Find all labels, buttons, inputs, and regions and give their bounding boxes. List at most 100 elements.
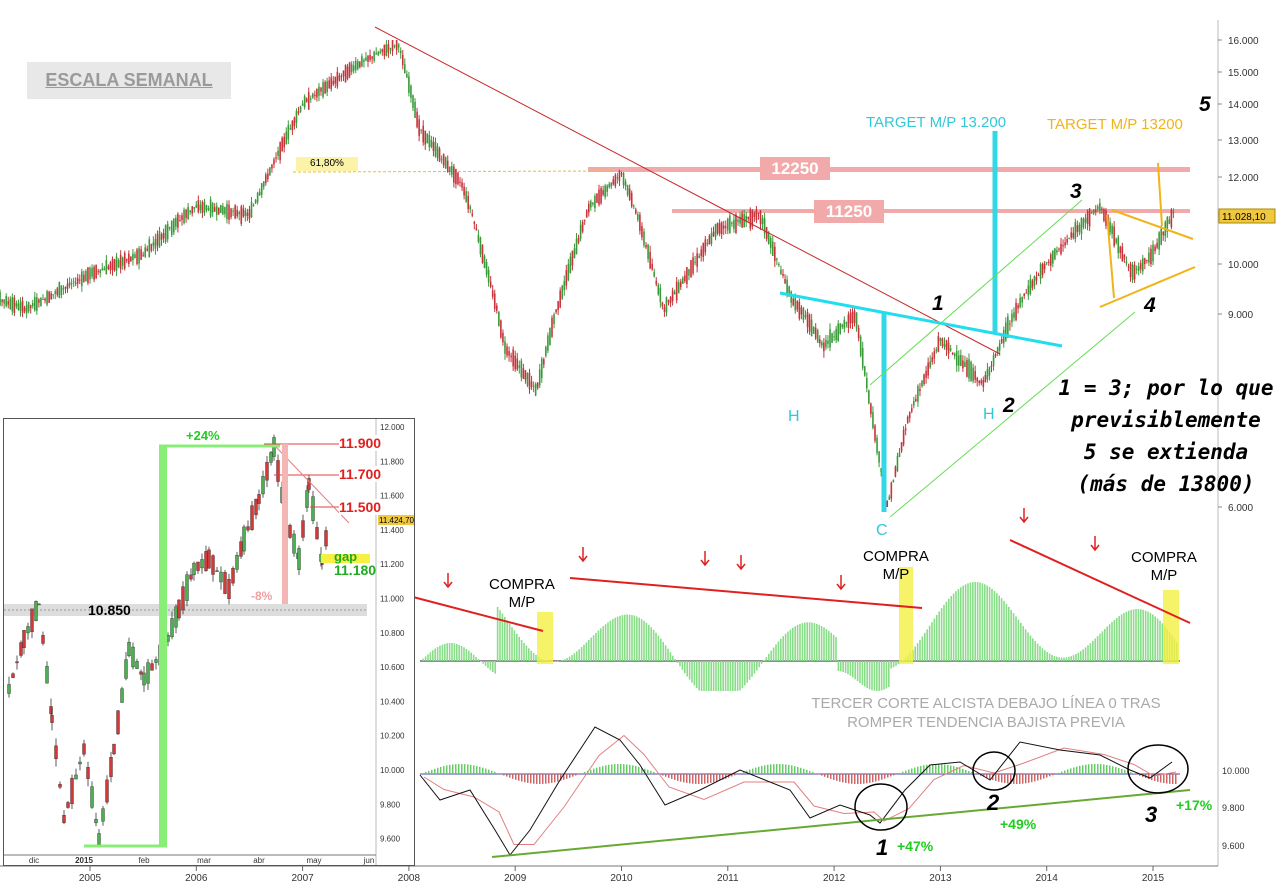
inset-candle-body bbox=[324, 530, 328, 547]
histogram-bar bbox=[444, 643, 446, 661]
candle-body bbox=[1090, 212, 1093, 214]
macd-histogram-bar bbox=[455, 764, 457, 774]
candle-body bbox=[93, 266, 95, 280]
histogram-bar bbox=[1084, 647, 1087, 661]
histogram-bar bbox=[468, 650, 470, 661]
candle-body bbox=[105, 260, 108, 275]
candle-body bbox=[737, 219, 739, 223]
macd-histogram-bar bbox=[1157, 774, 1159, 782]
candle-body bbox=[64, 286, 67, 289]
candle-body bbox=[25, 304, 28, 314]
candle-body bbox=[908, 412, 911, 419]
histogram-bar bbox=[1024, 629, 1027, 661]
y-tick-label: 9.000 bbox=[1228, 310, 1253, 321]
candle-body bbox=[191, 206, 194, 214]
candle-body bbox=[158, 230, 161, 248]
histogram-bar bbox=[722, 661, 724, 691]
candle-body bbox=[696, 253, 698, 267]
compra-2-line-2: M/P bbox=[882, 566, 910, 583]
histogram-bar bbox=[794, 626, 796, 661]
candle-body bbox=[968, 359, 970, 379]
candle-body bbox=[87, 267, 89, 283]
candle-body bbox=[142, 254, 144, 256]
histogram-bar bbox=[756, 661, 758, 671]
candle-body bbox=[1113, 226, 1115, 246]
inset-candle-body bbox=[227, 579, 231, 599]
candle-body bbox=[193, 206, 196, 209]
inset-candle-body bbox=[239, 541, 243, 557]
candle-body bbox=[213, 207, 216, 212]
candle-body bbox=[872, 411, 874, 428]
macd-histogram-bar bbox=[875, 774, 877, 782]
macd-histogram-bar bbox=[956, 766, 958, 774]
candle-body bbox=[195, 204, 198, 208]
candle-body bbox=[303, 96, 306, 108]
histogram-bar bbox=[1101, 631, 1104, 661]
macd-histogram-bar bbox=[635, 766, 637, 774]
macd-histogram-bar bbox=[428, 770, 430, 774]
candle-body bbox=[123, 252, 126, 269]
candle-body bbox=[833, 336, 835, 338]
candle-body bbox=[647, 244, 649, 260]
macd-histogram-bar bbox=[596, 767, 598, 774]
macd-histogram-bar bbox=[653, 771, 655, 774]
histogram-bar bbox=[1082, 649, 1084, 661]
candle-body bbox=[1023, 293, 1026, 297]
candle-body bbox=[616, 177, 619, 179]
histogram-bar bbox=[602, 626, 604, 661]
histogram-bar bbox=[830, 632, 832, 661]
histogram-bar bbox=[823, 627, 825, 661]
candle-body bbox=[1039, 264, 1042, 280]
candle-body bbox=[342, 70, 345, 77]
histogram-bar bbox=[691, 661, 693, 683]
candle-body bbox=[60, 285, 63, 295]
histogram-bar bbox=[866, 661, 868, 689]
candle-body bbox=[902, 429, 905, 445]
histogram-bar bbox=[698, 661, 700, 691]
inset-candle-body bbox=[82, 743, 86, 755]
candle-body bbox=[367, 55, 369, 62]
inset-candle-body bbox=[207, 549, 211, 569]
candle-body bbox=[236, 209, 238, 217]
histogram-bar bbox=[667, 648, 669, 661]
candle-body bbox=[684, 275, 686, 282]
macd-histogram-bar bbox=[434, 768, 436, 774]
inset-candle-body bbox=[26, 626, 30, 634]
x-tick-label: 2013 bbox=[929, 873, 952, 884]
histogram-bar bbox=[600, 628, 602, 661]
inset-candle-body bbox=[41, 635, 45, 644]
macd-histogram-bar bbox=[614, 764, 616, 774]
histogram-bar bbox=[864, 661, 866, 687]
candle-body bbox=[187, 206, 189, 220]
histogram-bar bbox=[676, 661, 679, 663]
inset-candle-body bbox=[22, 630, 26, 648]
candle-body bbox=[1027, 285, 1030, 296]
macd-histogram-bar bbox=[749, 769, 751, 774]
x-tick-label: 2009 bbox=[504, 873, 527, 884]
histogram-bar bbox=[576, 651, 578, 661]
macd-histogram-bar bbox=[833, 774, 835, 780]
candle-body bbox=[1168, 219, 1171, 224]
candle-body bbox=[1109, 221, 1111, 233]
candle-body bbox=[426, 133, 429, 144]
candle-body bbox=[675, 281, 678, 301]
histogram-bar bbox=[777, 641, 780, 661]
candle-body bbox=[745, 216, 747, 222]
inset-candle-body bbox=[34, 600, 38, 622]
candle-body bbox=[209, 199, 212, 217]
compra-1-line-2: M/P bbox=[508, 594, 536, 611]
inset-candle-body bbox=[30, 608, 34, 633]
candle-body bbox=[467, 196, 469, 210]
candle-body bbox=[814, 327, 817, 339]
candle-body bbox=[31, 303, 34, 307]
candle-body bbox=[839, 323, 842, 334]
candle-body bbox=[962, 360, 964, 369]
inset-candle-body bbox=[231, 568, 235, 584]
macd-histogram-bar bbox=[944, 764, 946, 774]
inset-candle-body bbox=[109, 757, 113, 777]
candle-body bbox=[741, 213, 743, 228]
inset-x-tick-label: abr bbox=[253, 856, 265, 865]
inset-x-tick-label: jun bbox=[363, 856, 375, 865]
candle-body bbox=[301, 103, 304, 106]
y-tick-label: 15.000 bbox=[1228, 68, 1259, 79]
